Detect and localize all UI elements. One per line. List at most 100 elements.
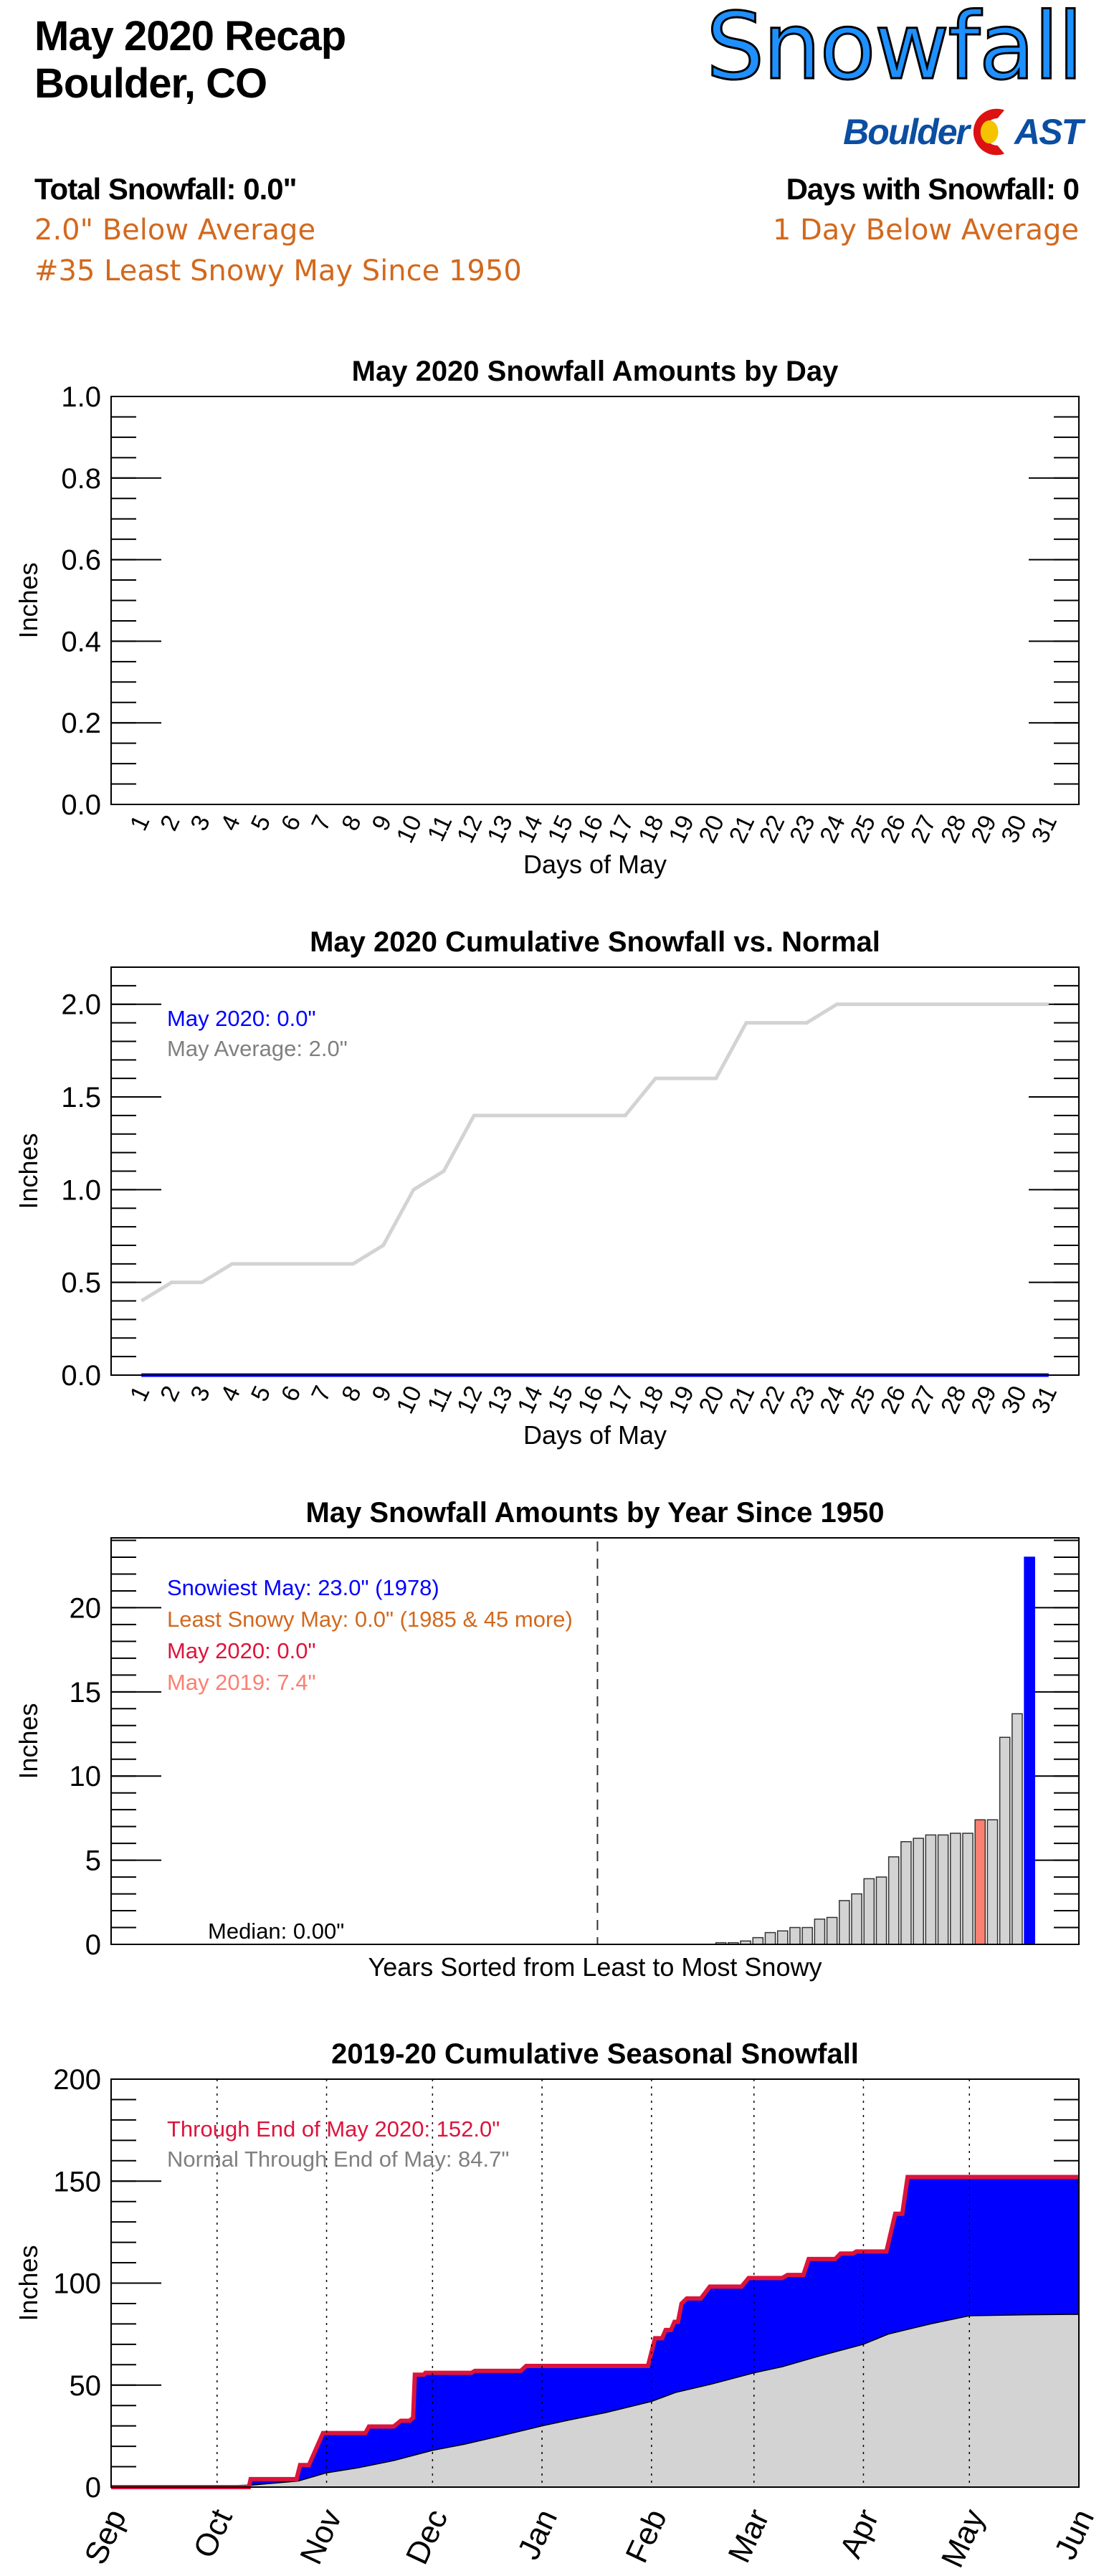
y-tick-label: 1.5 [61,1082,101,1113]
x-tick-label: 23 [784,811,820,847]
x-tick-label: 6 [276,811,306,835]
y-tick-label: 0.5 [61,1268,101,1299]
x-tick-label: 24 [814,811,850,847]
y-tick-label: 1.0 [61,1174,101,1206]
month-label: Dec [399,2504,454,2570]
title-line-2: Boulder, CO [34,60,267,107]
x-tick-label: 30 [996,811,1032,847]
month-label: Sep [78,2504,133,2570]
legend-item: May 2019: 7.4" [167,1670,315,1695]
month-label: Feb [619,2504,673,2568]
x-axis-label: Days of May [523,1420,667,1450]
chart-3: May Snowfall Amounts by Year Since 1950 I… [14,1497,1080,1982]
x-tick-label: 30 [996,1382,1032,1417]
days-below-average: 1 Day Below Average [772,214,1079,247]
x-tick-label: 6 [276,1382,306,1405]
x-tick-label: 19 [663,1382,699,1417]
year-bar [863,1878,875,1945]
normal-line [140,1002,1049,1303]
x-tick-label: 10 [391,1382,427,1417]
observed-line [111,2175,1079,2489]
year-bar [986,1819,999,1945]
y-tick-label: 0.4 [61,626,101,657]
x-tick-label: 26 [875,811,911,847]
y-tick-label: 15 [70,1677,102,1708]
x-tick-label: 22 [754,1382,790,1417]
legend-item: Snowiest May: 23.0" (1978) [167,1575,439,1600]
x-tick-label: 12 [452,811,487,847]
x-tick-label: 8 [336,1382,366,1405]
month-label: Apr [833,2504,885,2564]
x-tick-label: 29 [966,1382,1001,1417]
x-tick-label: 13 [482,1382,518,1417]
x-tick-label: 21 [724,1382,760,1417]
x-tick-label: 26 [875,1382,911,1417]
x-tick-label: 7 [306,1382,336,1405]
y-tick-label: 5 [85,1845,101,1877]
y-axis-label: Inches [14,2245,43,2321]
x-tick-label: 3 [185,811,215,835]
x-tick-label: 14 [512,811,548,847]
x-tick-label: 16 [573,1382,609,1417]
y-tick-label: 50 [70,2370,102,2402]
year-bar [814,1919,826,1945]
x-tick-label: 11 [422,1382,457,1416]
chart-title: May 2020 Snowfall Amounts by Day [352,356,839,387]
y-tick-label: 10 [70,1761,102,1792]
chart-1: May 2020 Snowfall Amounts by Day Inches 0.… [14,356,1080,879]
x-tick-label: 24 [814,1382,850,1417]
logo-brand-right: AST [1014,112,1083,152]
x-tick-label: 14 [512,1382,548,1417]
chart-4: 2019-20 Cumulative Seasonal Snowfall Inch… [14,2038,1101,2573]
legend-item: May 2020: 0.0" [167,1638,315,1663]
x-tick-label: 5 [246,1382,276,1405]
year-bar [875,1876,887,1945]
y-tick-label: 1.0 [61,381,101,413]
year-bar [974,1819,986,1945]
month-label: May [935,2504,992,2573]
x-tick-label: 19 [663,811,699,847]
x-tick-label: 25 [845,1382,881,1417]
x-tick-label: 10 [391,811,427,847]
x-tick-label: 28 [936,811,971,847]
x-tick-label: 5 [246,811,276,835]
year-bar [776,1930,789,1945]
y-tick-label: 0.8 [61,463,101,495]
chart-title: 2019-20 Cumulative Seasonal Snowfall [331,2038,859,2070]
days-with-snowfall: Days with Snowfall: 0 [786,172,1080,206]
year-bar [900,1841,912,1945]
x-tick-label: 21 [724,811,760,847]
x-tick-label: 11 [422,811,457,845]
page-title: May 2020 Recap Boulder, CO [34,13,346,108]
legend-average: May Average: 2.0" [167,1036,348,1061]
year-bar [789,1926,801,1945]
month-label: Nov [293,2504,348,2570]
y-tick-label: 150 [53,2166,101,2197]
x-tick-label: 7 [306,811,336,835]
y-tick-label: 0.0 [61,789,101,821]
plot-frame [110,396,1080,805]
x-tick-label: 17 [603,811,639,847]
month-label: Jun [1048,2504,1101,2565]
year-bar [1024,1556,1035,1945]
chart-title: May Snowfall Amounts by Year Since 1950 [306,1497,885,1529]
x-tick-label: 2 [155,1382,185,1405]
x-tick-label: 23 [784,1382,820,1417]
y-tick-label: 0.6 [61,545,101,576]
y-tick-label: 0.0 [61,1360,101,1392]
legend-item: Least Snowy May: 0.0" (1985 & 45 more) [167,1607,573,1632]
y-tick-label: 0 [85,1929,101,1961]
month-label: Mar [721,2504,776,2568]
x-tick-label: 20 [694,1382,730,1417]
x-axis-label: Days of May [523,850,667,879]
month-label: Jan [511,2504,564,2565]
x-tick-label: 16 [573,811,609,847]
year-bar [826,1916,838,1945]
total-snowfall: Total Snowfall: 0.0" [34,172,298,206]
x-tick-label: 31 [1027,811,1062,847]
year-bar [937,1834,949,1945]
x-tick-label: 15 [543,1382,579,1417]
year-bar [887,1856,900,1945]
logo-brand-left: Boulder [843,112,970,152]
